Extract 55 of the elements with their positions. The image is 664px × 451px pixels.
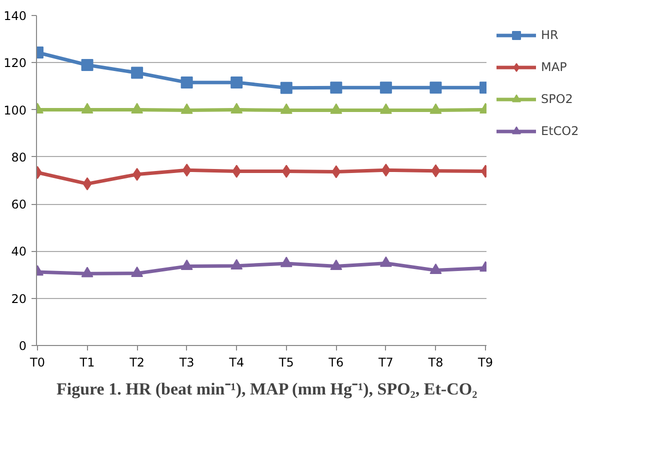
point bbox=[330, 103, 342, 114]
point bbox=[431, 164, 440, 178]
point bbox=[180, 259, 193, 270]
point bbox=[330, 259, 342, 270]
x-tick-label: T7 bbox=[377, 356, 394, 370]
point bbox=[81, 59, 94, 71]
point bbox=[280, 103, 292, 114]
point bbox=[81, 102, 94, 114]
y-tick-label: 140 bbox=[4, 9, 26, 23]
point bbox=[230, 258, 243, 270]
point bbox=[381, 164, 390, 177]
y-tick-label: 80 bbox=[11, 150, 27, 164]
point bbox=[230, 102, 243, 114]
x-tick-label: T4 bbox=[228, 356, 244, 370]
point bbox=[131, 66, 144, 79]
y-tick-label: 120 bbox=[4, 56, 26, 70]
point bbox=[180, 103, 193, 114]
point bbox=[280, 256, 292, 268]
x-tick-label: T9 bbox=[477, 356, 493, 370]
y-tick-label: 20 bbox=[11, 292, 27, 306]
point bbox=[131, 102, 144, 114]
point bbox=[430, 82, 442, 94]
text: Figure 1. HR (beat min⁻¹), MAP (mm Hg⁻¹), SPO₂, Et-CO₂ bbox=[56, 380, 478, 398]
point bbox=[332, 165, 341, 178]
point bbox=[182, 164, 192, 177]
point bbox=[430, 103, 442, 114]
point bbox=[380, 82, 392, 94]
point bbox=[282, 164, 291, 178]
legend-label: MAP bbox=[541, 60, 567, 74]
point bbox=[81, 266, 94, 278]
legend-label: SPO2 bbox=[541, 92, 573, 106]
point bbox=[380, 256, 392, 267]
point bbox=[380, 103, 392, 114]
x-tick-label: T5 bbox=[278, 356, 294, 370]
y-tick-label: 100 bbox=[4, 103, 26, 118]
point bbox=[82, 177, 92, 190]
x-tick-label: T8 bbox=[427, 356, 444, 370]
y-tick-label: 0 bbox=[18, 339, 27, 353]
y-tick-label: 60 bbox=[11, 198, 27, 212]
point bbox=[232, 164, 242, 178]
legend-label: HR bbox=[541, 28, 560, 42]
x-tick-label: T0 bbox=[29, 356, 45, 370]
legend-label: EtCO2 bbox=[541, 124, 579, 138]
point bbox=[330, 82, 342, 94]
point bbox=[430, 263, 442, 274]
x-tick-label: T1 bbox=[78, 356, 95, 370]
point bbox=[180, 76, 193, 88]
x-tick-label: T3 bbox=[178, 356, 194, 370]
point bbox=[131, 266, 144, 278]
point bbox=[230, 76, 243, 88]
point bbox=[280, 82, 292, 94]
x-tick-label: T2 bbox=[128, 356, 145, 370]
x-tick-label: T6 bbox=[328, 356, 344, 370]
y-tick-label: 40 bbox=[11, 244, 27, 259]
point bbox=[132, 168, 142, 181]
